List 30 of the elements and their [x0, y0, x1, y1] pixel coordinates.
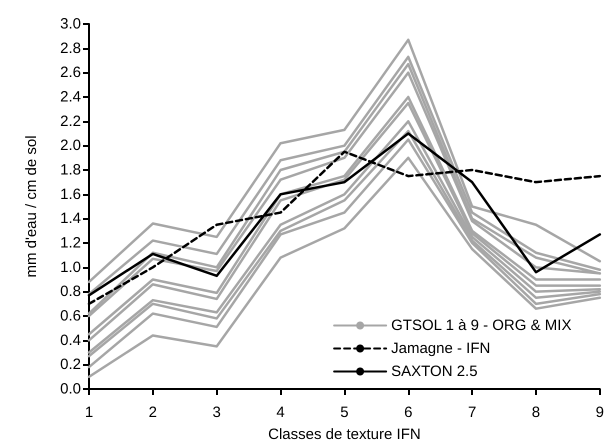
y-tick-label: 2.2	[60, 112, 81, 130]
x-tick-label: 3	[212, 404, 221, 421]
y-tick-label: 0.2	[60, 356, 81, 374]
x-tick-label: 9	[596, 404, 604, 421]
y-tick-label: 1.8	[60, 162, 81, 178]
x-tick-label: 7	[468, 404, 476, 421]
y-tick-label: 0.8	[60, 283, 81, 300]
y-tick-label: 1.4	[60, 210, 81, 228]
y-tick-label: 2.0	[60, 137, 81, 154]
y-axis-title: mm d'eau / cm de sol	[23, 135, 40, 278]
legend-label: GTSOL 1 à 9 - ORG & MIX	[391, 317, 572, 334]
x-axis-title: Classes de texture IFN	[268, 426, 421, 443]
x-tick-label: 4	[276, 404, 285, 421]
y-tick-label: 0.0	[60, 380, 81, 398]
y-tick-label: 2.8	[60, 40, 81, 57]
y-tick-label: 3.0	[60, 16, 81, 32]
y-tick-label: 1.2	[60, 234, 81, 252]
y-tick-label: 2.6	[60, 64, 81, 82]
y-tick-label: 1.0	[60, 258, 81, 276]
y-tick-label: 1.6	[60, 186, 81, 203]
legend-label: Jamagne - IFN	[391, 340, 490, 357]
x-tick-label: 1	[84, 404, 94, 421]
x-tick-label: 2	[148, 404, 158, 421]
y-tick-label: 0.6	[60, 308, 81, 324]
legend-label: SAXTON 2.5	[391, 363, 478, 380]
x-tick-label: 8	[532, 404, 540, 421]
y-tick-label: 2.4	[60, 88, 81, 106]
x-tick-label: 6	[404, 404, 412, 421]
x-tick-label: 5	[340, 404, 349, 421]
y-tick-label: 0.4	[60, 332, 81, 349]
